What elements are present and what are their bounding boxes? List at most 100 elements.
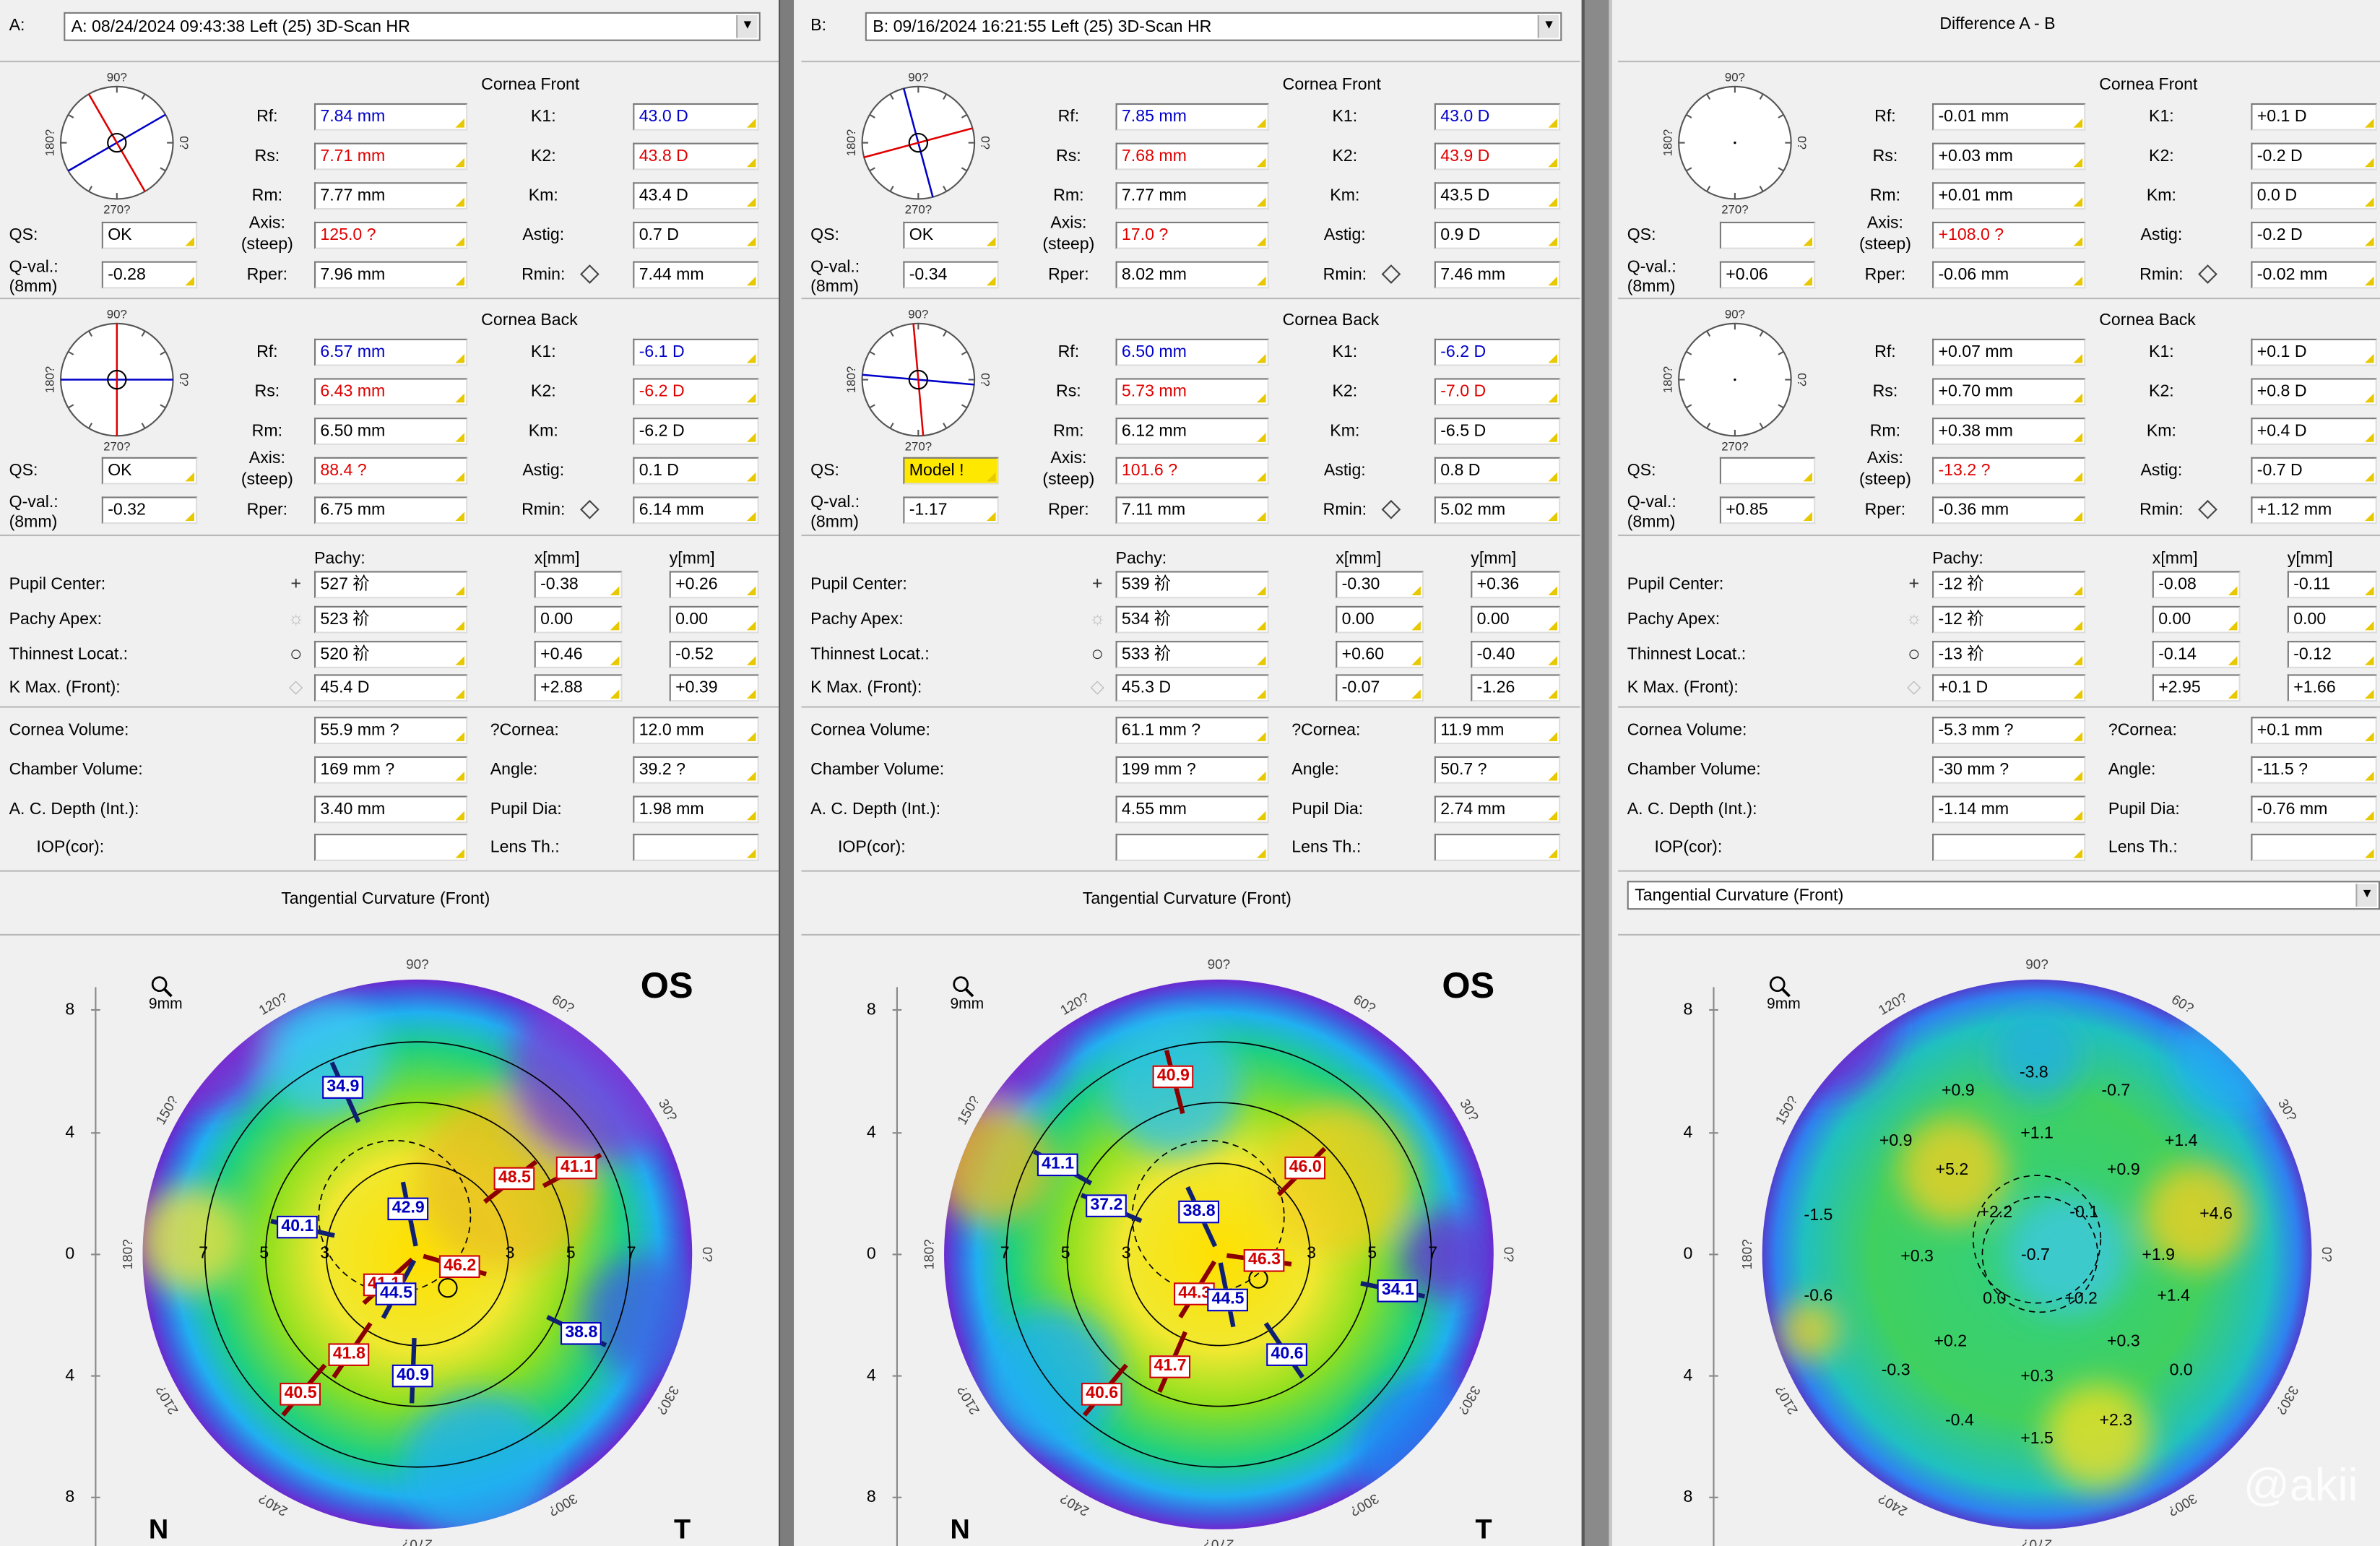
field-value[interactable]: OK	[903, 221, 999, 249]
field-value[interactable]: 534 祄	[1115, 605, 1269, 634]
field-value[interactable]: +0.1 D	[2251, 103, 2377, 131]
field-value[interactable]: 533 祄	[1115, 641, 1269, 668]
field-value[interactable]: -0.02 mm	[2251, 261, 2377, 289]
field-value[interactable]: -0.32	[101, 496, 198, 524]
field-value[interactable]: 0.1 D	[633, 457, 759, 485]
field-value[interactable]: -0.38	[534, 571, 623, 599]
field-value[interactable]: 43.4 D	[633, 182, 759, 210]
field-value[interactable]: 5.02 mm	[1434, 496, 1561, 524]
field-value[interactable]: 539 祄	[1115, 571, 1269, 599]
field-value[interactable]: +0.4 D	[2251, 418, 2377, 445]
field-value[interactable]	[1434, 834, 1561, 861]
field-value[interactable]: -11.5 ?	[2251, 756, 2377, 784]
field-value[interactable]: 2.74 mm	[1434, 795, 1561, 824]
field-value[interactable]: 6.75 mm	[313, 496, 468, 524]
field-value[interactable]: 527 祄	[313, 571, 468, 599]
field-value[interactable]: 7.96 mm	[313, 261, 468, 289]
field-value[interactable]: 1.98 mm	[633, 795, 759, 824]
field-value[interactable]: 7.77 mm	[1115, 182, 1269, 210]
field-value[interactable]: -13 祄	[1932, 641, 2086, 668]
field-value[interactable]: -1.26	[1471, 674, 1561, 702]
field-value[interactable]: +0.06	[1719, 261, 1816, 289]
field-value[interactable]: 6.14 mm	[633, 496, 759, 524]
field-value[interactable]: 88.4 ?	[313, 457, 468, 485]
field-value[interactable]: -0.14	[2152, 641, 2241, 668]
field-value[interactable]: +0.85	[1719, 496, 1816, 524]
field-value[interactable]: 55.9 mm ?	[313, 717, 468, 745]
field-value[interactable]: 3.40 mm	[313, 795, 468, 824]
field-value[interactable]: +1.12 mm	[2251, 496, 2377, 524]
field-value[interactable]: 0.9 D	[1434, 221, 1561, 249]
field-value[interactable]: -0.40	[1471, 641, 1561, 668]
field-value[interactable]: OK	[101, 221, 198, 249]
field-value[interactable]: +0.1 D	[2251, 338, 2377, 366]
field-value[interactable]: -0.7 D	[2251, 457, 2377, 485]
field-value[interactable]: -30 mm ?	[1932, 756, 2086, 784]
field-value[interactable]: -0.12	[2287, 641, 2377, 668]
field-value[interactable]: 45.3 D	[1115, 674, 1269, 702]
field-value[interactable]: +0.01 mm	[1932, 182, 2086, 210]
field-value[interactable]: -6.5 D	[1434, 418, 1561, 445]
field-value[interactable]	[1115, 834, 1269, 861]
field-value[interactable]: 0.0 D	[2251, 182, 2377, 210]
field-value[interactable]: -0.34	[903, 261, 999, 289]
field-value[interactable]: -5.3 mm ?	[1932, 717, 2086, 745]
field-value[interactable]: 7.11 mm	[1115, 496, 1269, 524]
field-value[interactable]: Model !	[903, 457, 999, 485]
field-value[interactable]: -1.17	[903, 496, 999, 524]
field-value[interactable]: 7.46 mm	[1434, 261, 1561, 289]
field-value[interactable]: +0.26	[669, 571, 759, 599]
field-value[interactable]: 12.0 mm	[633, 717, 759, 745]
field-value[interactable]: -0.2 D	[2251, 221, 2377, 249]
field-value[interactable]: -0.11	[2287, 571, 2377, 599]
field-value[interactable]: -0.30	[1336, 571, 1424, 599]
field-value[interactable]: +0.38 mm	[1932, 418, 2086, 445]
field-value[interactable]: -6.2 D	[633, 378, 759, 406]
field-value[interactable]: 43.8 D	[633, 142, 759, 170]
field-value[interactable]: -0.28	[101, 261, 198, 289]
field-value[interactable]: 7.84 mm	[313, 103, 468, 131]
field-value[interactable]: +0.60	[1336, 641, 1424, 668]
field-value[interactable]: 6.43 mm	[313, 378, 468, 406]
field-value[interactable]: 39.2 ?	[633, 756, 759, 784]
field-value[interactable]: 0.7 D	[633, 221, 759, 249]
field-value[interactable]: 6.50 mm	[313, 418, 468, 445]
field-value[interactable]: +2.95	[2152, 674, 2241, 702]
field-value[interactable]	[1719, 221, 1816, 249]
zoom-label[interactable]: 9mm	[1767, 996, 1801, 1014]
zoom-label[interactable]: 9mm	[148, 996, 183, 1014]
field-value[interactable]: -6.1 D	[633, 338, 759, 366]
field-value[interactable]: 7.71 mm	[313, 142, 468, 170]
field-value[interactable]: -6.2 D	[633, 418, 759, 445]
field-value[interactable]	[633, 834, 759, 861]
field-value[interactable]: OK	[101, 457, 198, 485]
field-value[interactable]: 0.00	[1471, 605, 1561, 634]
field-value[interactable]: 6.12 mm	[1115, 418, 1269, 445]
field-value[interactable]	[1932, 834, 2086, 861]
field-value[interactable]: +0.03 mm	[1932, 142, 2086, 170]
field-value[interactable]	[1719, 457, 1816, 485]
field-value[interactable]: +0.8 D	[2251, 378, 2377, 406]
field-value[interactable]: +0.70 mm	[1932, 378, 2086, 406]
field-value[interactable]: 5.73 mm	[1115, 378, 1269, 406]
field-value[interactable]	[2251, 834, 2377, 861]
field-value[interactable]: -0.52	[669, 641, 759, 668]
field-value[interactable]: -0.06 mm	[1932, 261, 2086, 289]
field-value[interactable]: -13.2 ?	[1932, 457, 2086, 485]
field-value[interactable]: +2.88	[534, 674, 623, 702]
field-value[interactable]: 7.77 mm	[313, 182, 468, 210]
field-value[interactable]: 7.44 mm	[633, 261, 759, 289]
field-value[interactable]: -12 祄	[1932, 571, 2086, 599]
field-value[interactable]: 7.68 mm	[1115, 142, 1269, 170]
field-value[interactable]: +0.36	[1471, 571, 1561, 599]
field-value[interactable]: 0.8 D	[1434, 457, 1561, 485]
field-value[interactable]: -0.2 D	[2251, 142, 2377, 170]
field-value[interactable]: 43.0 D	[633, 103, 759, 131]
field-value[interactable]: +0.1 D	[1932, 674, 2086, 702]
field-value[interactable]: 6.57 mm	[313, 338, 468, 366]
field-value[interactable]: 101.6 ?	[1115, 457, 1269, 485]
field-value[interactable]: 520 祄	[313, 641, 468, 668]
field-value[interactable]: 43.9 D	[1434, 142, 1561, 170]
scan-selector[interactable]: A: 08/24/2024 09:43:38 Left (25) 3D-Scan…	[64, 12, 761, 41]
field-value[interactable]: +108.0 ?	[1932, 221, 2086, 249]
